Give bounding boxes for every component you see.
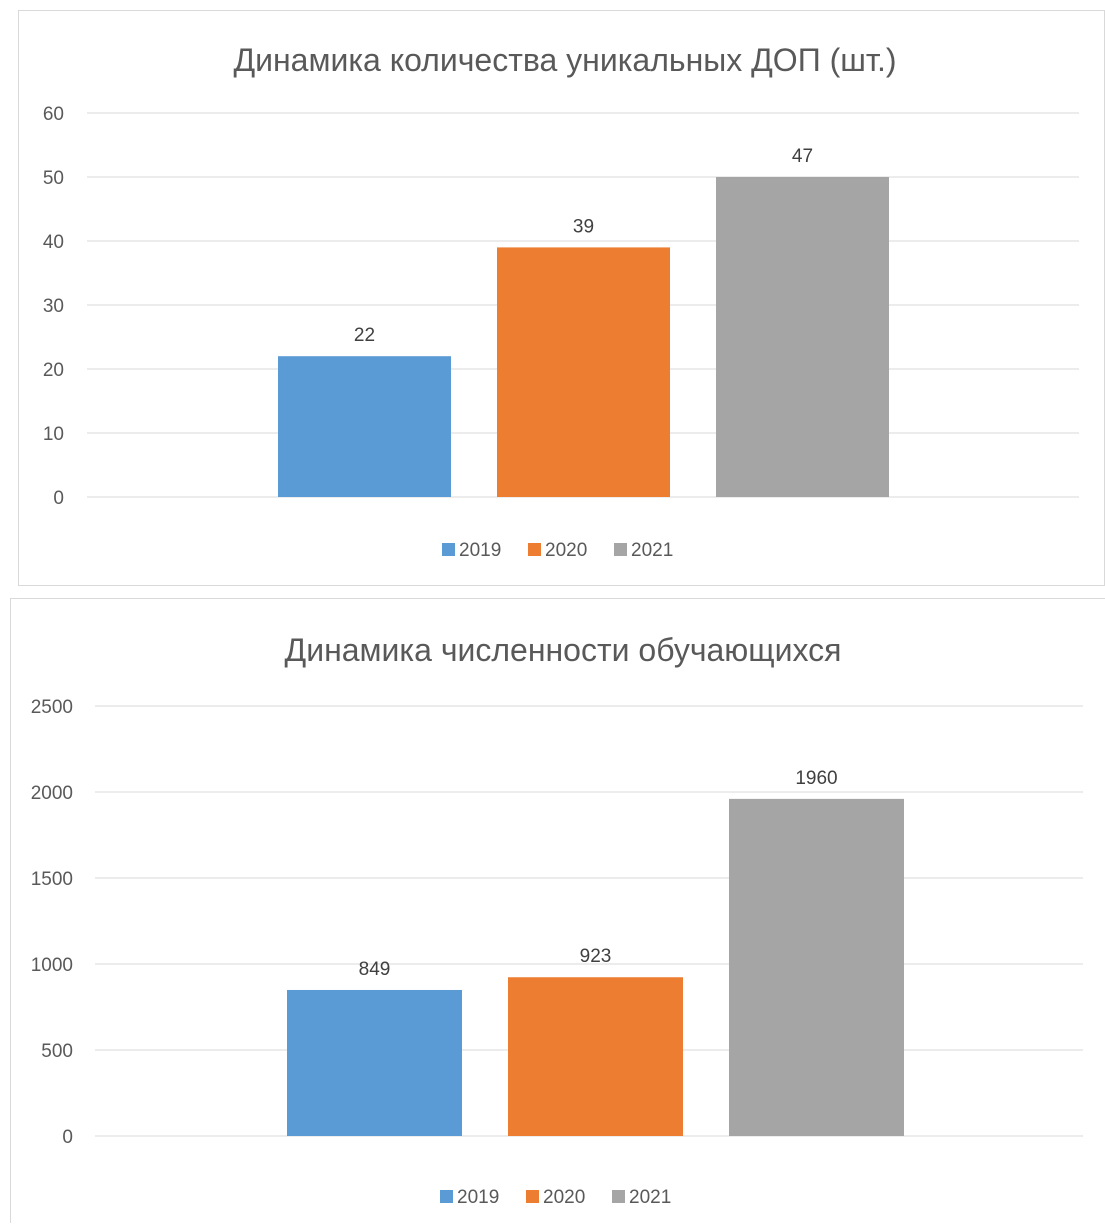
legend-item-2019: 2019	[442, 540, 501, 561]
y-tick-label: 2500	[31, 697, 73, 718]
chart-title: Динамика численности обучающихся	[285, 632, 842, 668]
legend-label: 2021	[629, 1187, 671, 1208]
y-tick-label: 1500	[31, 869, 73, 890]
legend-item-2020: 2020	[526, 1187, 585, 1208]
chart-students-count: Динамика численности обучающихся 0 500 1000…	[31, 632, 1083, 1208]
legend-label: 2021	[631, 540, 673, 561]
legend-label: 2020	[543, 1187, 585, 1208]
y-tick-label: 20	[43, 360, 64, 381]
legend-item-2019: 2019	[440, 1187, 499, 1208]
legend-label: 2019	[459, 540, 501, 561]
data-label-2021: 47	[792, 146, 813, 167]
legend-swatch	[528, 543, 541, 556]
y-tick-label: 30	[43, 296, 64, 317]
legend-item-2020: 2020	[528, 540, 587, 561]
legend-swatch	[440, 1190, 453, 1203]
legend-swatch	[442, 543, 455, 556]
data-label-2019: 22	[354, 325, 375, 346]
bar-2019	[287, 989, 462, 1136]
y-tick-label: 500	[41, 1041, 73, 1062]
y-tick-label: 10	[43, 424, 64, 445]
legend-item-2021: 2021	[612, 1187, 671, 1208]
y-tick-label: 50	[43, 168, 64, 189]
legend-label: 2019	[457, 1187, 499, 1208]
legend-item-2021: 2021	[614, 540, 673, 561]
data-label-2020: 923	[580, 946, 612, 967]
legend-swatch	[612, 1190, 625, 1203]
y-tick-label: 60	[43, 104, 64, 125]
chart-title: Динамика количества уникальных ДОП (шт.)	[233, 42, 896, 78]
bar-2020	[508, 977, 683, 1136]
chart-panel-students-count: Динамика численности обучающихся 0 500 1000…	[10, 598, 1105, 1223]
chart-dop-count: Динамика количества уникальных ДОП (шт.)…	[43, 42, 1079, 561]
bar-2021	[729, 798, 904, 1136]
y-tick-label: 2000	[31, 783, 73, 804]
data-label-2021: 1960	[795, 768, 837, 789]
y-tick-label: 0	[62, 1127, 73, 1148]
data-label-2019: 849	[359, 959, 391, 980]
bar-2021	[716, 177, 889, 497]
bar-2019	[278, 356, 451, 497]
legend-swatch	[526, 1190, 539, 1203]
legend-swatch	[614, 543, 627, 556]
bar-2020	[497, 247, 670, 497]
y-tick-label: 1000	[31, 955, 73, 976]
y-tick-label: 40	[43, 232, 64, 253]
chart-panel-dop-count: Динамика количества уникальных ДОП (шт.)…	[18, 10, 1105, 586]
legend-label: 2020	[545, 540, 587, 561]
y-tick-label: 0	[53, 488, 64, 509]
data-label-2020: 39	[573, 216, 594, 237]
